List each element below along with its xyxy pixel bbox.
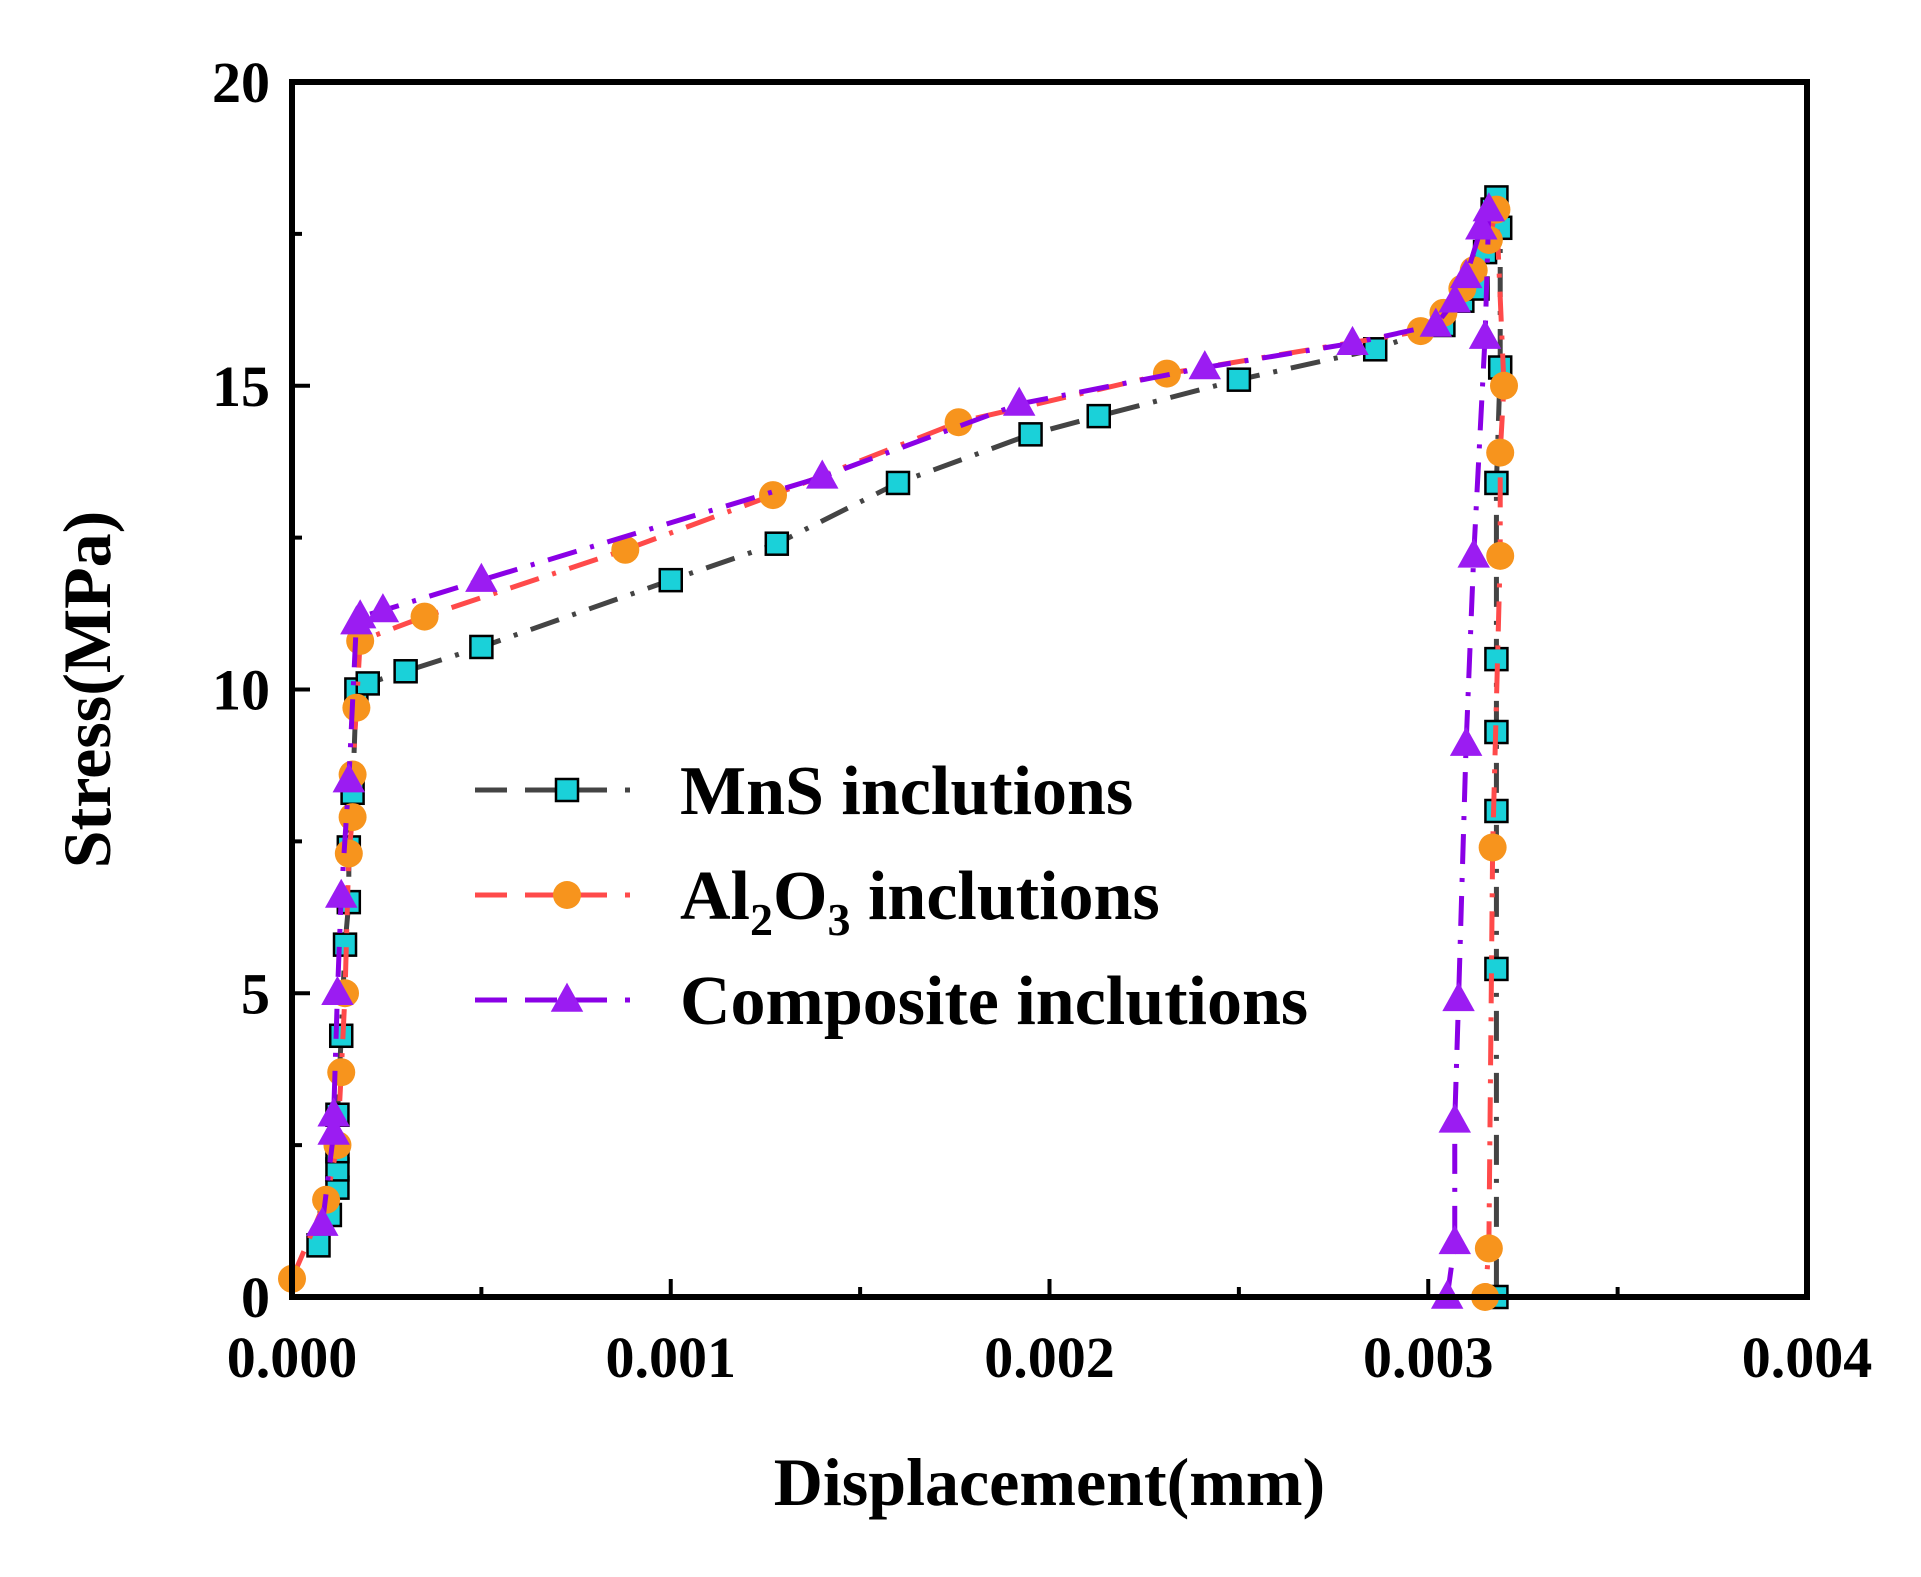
axis-ticks	[290, 80, 1809, 1299]
data-point-composite	[1438, 1224, 1472, 1255]
data-point-composite	[321, 975, 354, 1006]
x-tick-label: 0.001	[606, 1325, 737, 1390]
data-point-al2o3	[327, 1058, 356, 1087]
y-tick-label: 0	[241, 1265, 270, 1330]
data-point-mns	[1226, 367, 1252, 392]
y-tick-labels: 0 5 10 15 20	[212, 50, 270, 1330]
data-point-composite	[1438, 1103, 1472, 1133]
data-point-mns	[885, 470, 911, 496]
data-point-composite	[1002, 386, 1036, 416]
data-point-composite	[366, 593, 400, 623]
series-layer	[278, 185, 1518, 1311]
data-point-composite	[1468, 319, 1502, 349]
y-tick-label: 5	[241, 961, 270, 1026]
x-tick-label: 0.002	[984, 1325, 1115, 1390]
data-point-composite	[306, 1206, 339, 1236]
data-point-al2o3	[1478, 833, 1507, 862]
data-point-mns	[1018, 422, 1043, 447]
data-point-al2o3	[1486, 438, 1515, 467]
series-line-composite	[319, 208, 1492, 1298]
data-point-al2o3	[410, 602, 439, 631]
data-point-composite	[806, 459, 839, 489]
x-tick-label: 0.004	[1742, 1325, 1873, 1390]
data-point-mns	[764, 531, 790, 556]
x-axis-title: Displacement(mm)	[774, 1444, 1325, 1520]
legend-label-al2o3: Al2O3 inclutions	[680, 858, 1160, 945]
y-tick-label: 15	[212, 354, 270, 419]
y-axis-title: Stress(MPa)	[49, 511, 125, 869]
x-tick-labels: 0.000 0.001 0.002 0.003 0.004	[227, 1325, 1873, 1390]
data-point-al2o3	[338, 803, 367, 832]
legend-item-al2o3: Al2O3 inclutions	[475, 858, 1160, 945]
data-point-al2o3	[334, 839, 363, 868]
data-point-composite	[1442, 981, 1475, 1012]
data-point-composite	[1472, 192, 1506, 222]
legend-marker-al2o3	[553, 881, 581, 909]
data-point-composite	[324, 878, 358, 908]
data-point-al2o3	[759, 481, 788, 510]
legend-marker-composite	[550, 982, 584, 1012]
legend-item-mns: MnS inclutions	[475, 753, 1133, 830]
data-point-composite	[1438, 283, 1472, 313]
data-point-composite	[1419, 307, 1453, 337]
legend-item-composite: Composite inclutions	[475, 963, 1308, 1040]
legend-label-composite: Composite inclutions	[680, 963, 1308, 1040]
data-point-composite	[317, 1115, 350, 1145]
data-point-al2o3	[1490, 371, 1518, 400]
data-point-mns	[1086, 403, 1111, 429]
y-tick-label: 10	[212, 658, 270, 723]
series-composite	[306, 192, 1506, 1309]
series-mns	[306, 185, 1513, 1310]
x-tick-label: 0.003	[1363, 1325, 1494, 1390]
data-point-composite	[1336, 325, 1369, 355]
data-point-composite	[465, 562, 498, 592]
data-point-al2o3	[944, 408, 973, 437]
data-point-al2o3	[1474, 1234, 1503, 1263]
x-tick-label: 0.000	[227, 1325, 358, 1390]
legend-label-mns: MnS inclutions	[680, 753, 1133, 830]
y-tick-label: 20	[212, 50, 270, 115]
data-point-al2o3	[1486, 541, 1515, 570]
data-point-composite	[1465, 210, 1498, 240]
data-point-mns	[1484, 956, 1509, 982]
plot-frame	[289, 79, 1810, 1300]
data-point-mns	[393, 659, 418, 684]
data-point-composite	[332, 763, 366, 793]
series-line-mns	[316, 196, 1503, 1297]
data-point-mns	[469, 634, 494, 660]
data-point-mns	[1484, 798, 1509, 824]
data-point-mns	[658, 567, 683, 593]
data-point-composite	[1457, 538, 1490, 568]
legend: MnS inclutions Al2O3 inclutions Composite …	[475, 753, 1308, 1040]
data-point-al2o3	[342, 693, 371, 722]
data-point-mns	[1484, 470, 1509, 496]
data-point-composite	[1449, 259, 1483, 289]
legend-marker-mns	[554, 777, 580, 803]
data-point-composite	[1188, 350, 1222, 380]
data-point-composite	[1449, 726, 1483, 756]
data-point-composite	[317, 1097, 350, 1127]
data-point-al2o3	[611, 535, 640, 564]
